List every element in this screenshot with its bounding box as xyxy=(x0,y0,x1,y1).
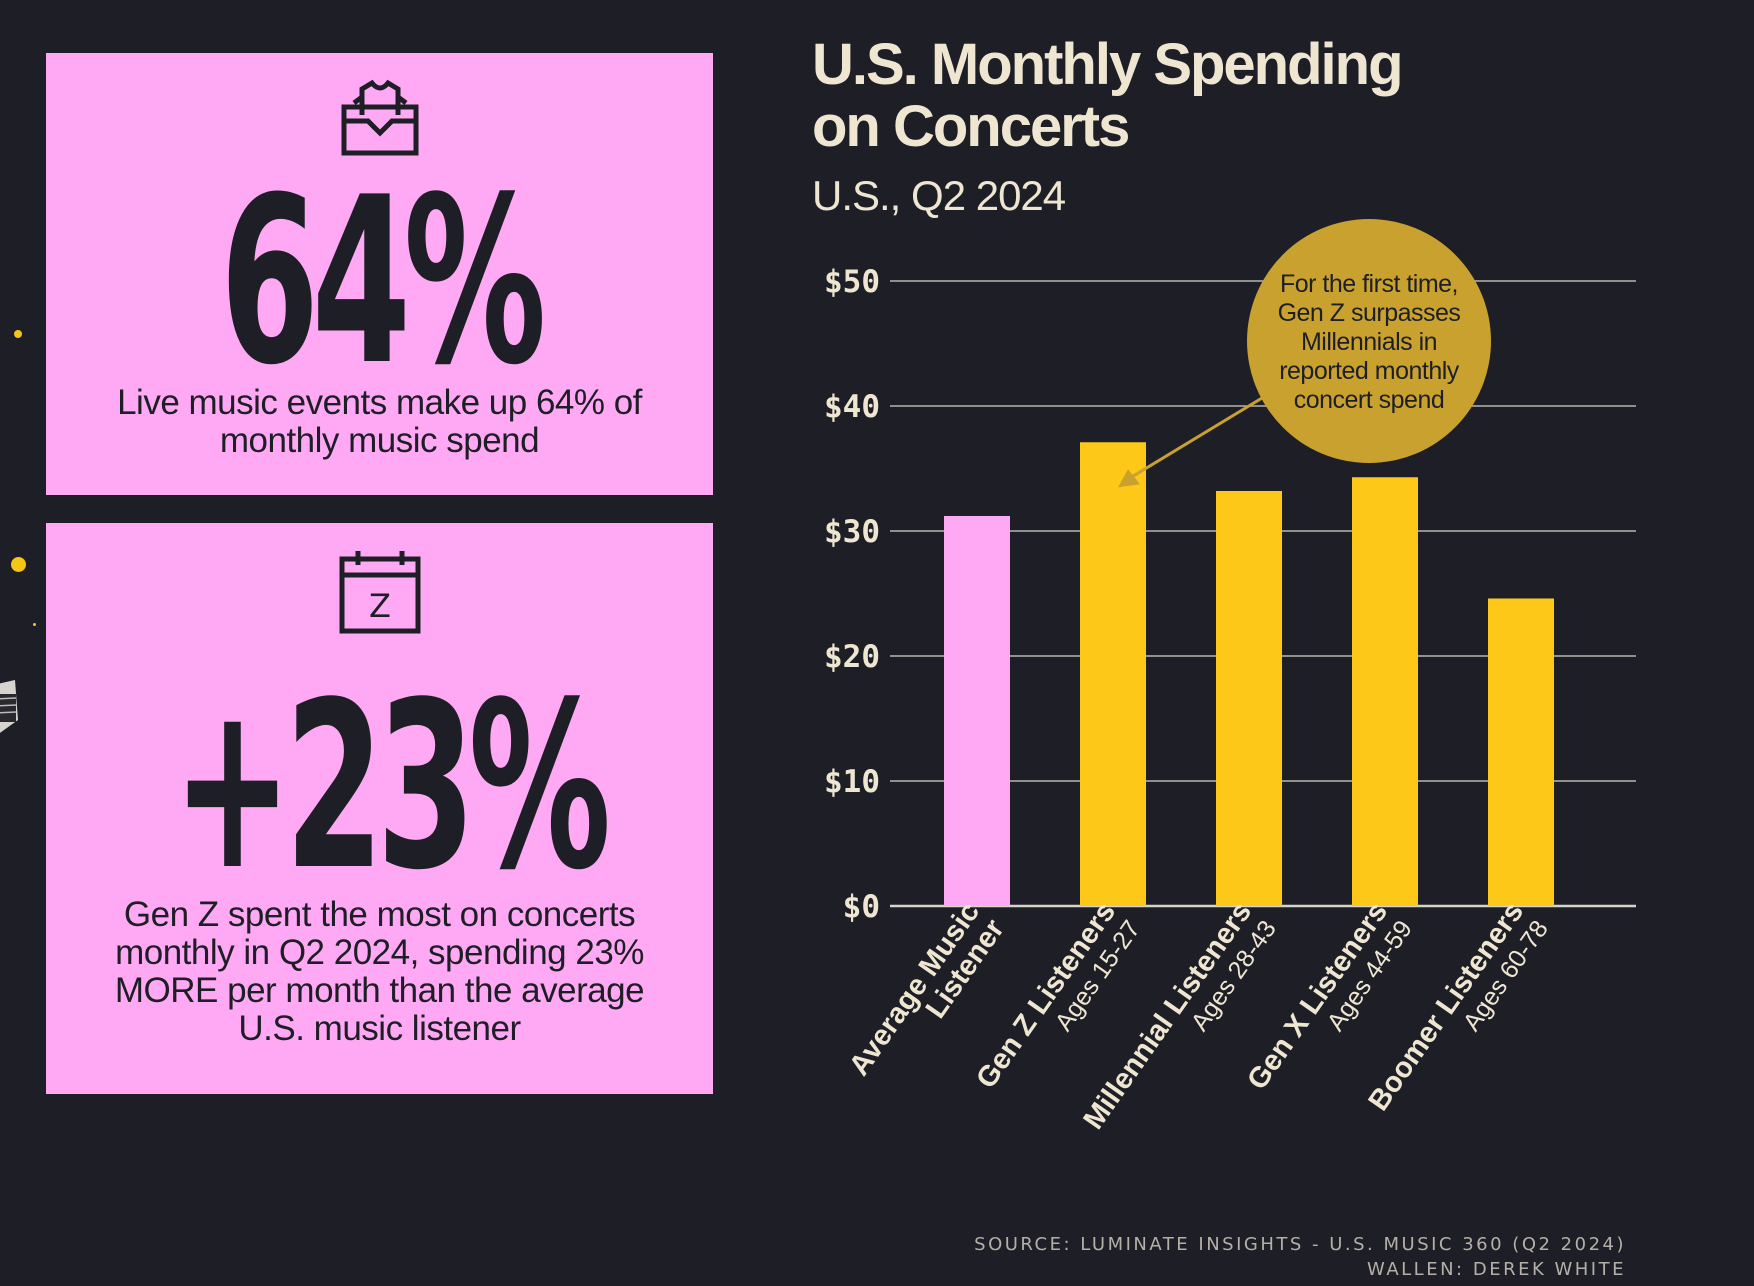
stat-description-line: monthly music spend xyxy=(219,421,540,460)
bar-boomer-listeners xyxy=(1488,598,1554,906)
chart-title: U.S. Monthly Spending on Concerts xyxy=(812,34,1512,158)
bar-gen-z-listeners xyxy=(1080,442,1146,906)
stat-card-gen-z: Z +23% Gen Z spent the most on concerts … xyxy=(46,523,713,1094)
y-tick-label: $30 xyxy=(824,514,880,550)
annotation-text-line: reported monthly xyxy=(1279,357,1460,385)
annotation-text-line: For the first time, xyxy=(1280,270,1458,298)
bar-gen-x-listeners xyxy=(1352,477,1418,906)
y-tick-label: $50 xyxy=(824,264,880,300)
stat-description: Live music events make up 64% of monthly… xyxy=(76,384,683,460)
decor-dot xyxy=(11,557,26,572)
y-tick-label: $40 xyxy=(824,389,880,425)
annotation-text-line: Gen Z surpasses xyxy=(1278,299,1461,327)
stat-description-line: MORE per month than the average xyxy=(114,971,645,1010)
source-credit: SOURCE: LUMINATE INSIGHTS - U.S. MUSIC 3… xyxy=(974,1232,1626,1282)
source-line: SOURCE: LUMINATE INSIGHTS - U.S. MUSIC 3… xyxy=(974,1234,1626,1255)
bar-average-music-listener xyxy=(944,516,1010,906)
annotation-arrow xyxy=(1127,396,1263,481)
annotation-text-line: concert spend xyxy=(1294,386,1445,414)
chart-title-line: on Concerts xyxy=(812,94,1130,159)
guitar-image xyxy=(0,680,18,790)
stat-description-line: Gen Z spent the most on concerts xyxy=(123,895,636,934)
chart-subtitle: U.S., Q2 2024 xyxy=(812,172,1066,219)
stat-description-line: monthly in Q2 2024, spending 23% xyxy=(115,933,644,972)
stat-description-line: Live music events make up 64% of xyxy=(117,383,642,422)
calendar-letter: Z xyxy=(369,587,391,625)
stat-description-line: U.S. music listener xyxy=(238,1009,521,1048)
stat-value: 64% xyxy=(219,149,546,416)
y-tick-label: $20 xyxy=(824,639,880,675)
stat-card-live-music: 64% Live music events make up 64% of mon… xyxy=(46,53,713,495)
annotation-bubble xyxy=(1247,219,1491,463)
bar-millennial-listeners xyxy=(1216,491,1282,906)
source-line: WALLEN: DEREK WHITE xyxy=(1367,1259,1626,1280)
shirt-box-icon xyxy=(341,79,418,156)
annotation-arrowhead xyxy=(1118,469,1140,488)
decor-dot xyxy=(33,623,36,626)
y-tick-label: $0 xyxy=(843,889,880,925)
stat-value: +23% xyxy=(172,654,611,921)
annotation-text-line: Millennials in xyxy=(1301,328,1437,356)
calendar-z-icon: Z xyxy=(339,551,420,634)
stat-description: Gen Z spent the most on concerts monthly… xyxy=(76,896,683,1048)
y-tick-label: $10 xyxy=(824,764,880,800)
chart-title-line: U.S. Monthly Spending xyxy=(812,32,1404,97)
decor-dot xyxy=(14,330,22,338)
